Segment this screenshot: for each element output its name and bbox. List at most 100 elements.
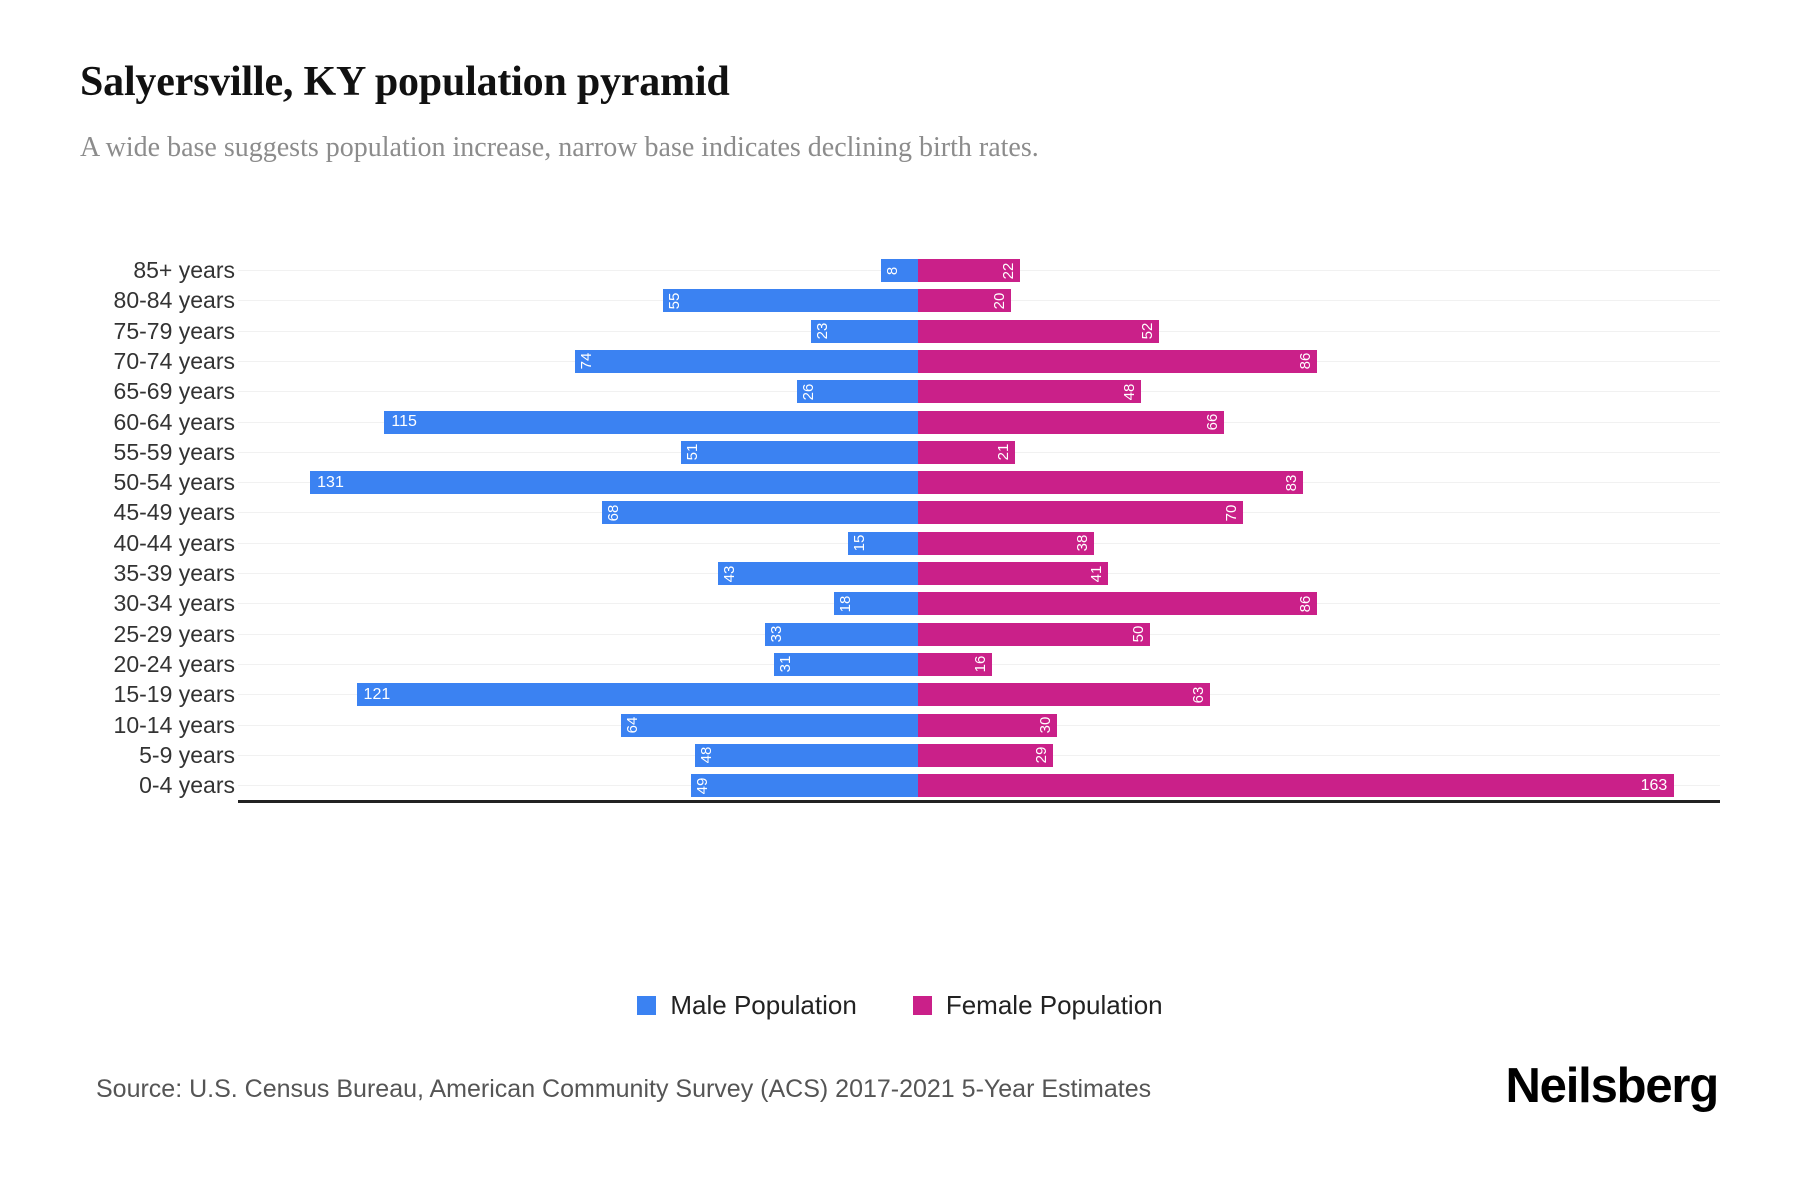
bar-male[interactable]: 74 xyxy=(574,349,918,373)
bar-group: 55 20 xyxy=(0,285,1800,315)
table-row: 5-9 years 48 29 xyxy=(0,740,1800,770)
bar-male[interactable]: 55 xyxy=(662,289,918,313)
bar-female[interactable]: 29 xyxy=(918,743,1053,767)
legend-item-female[interactable]: Female Population xyxy=(912,990,1163,1021)
table-row: 10-14 years 64 30 xyxy=(0,710,1800,740)
bar-male[interactable]: 33 xyxy=(764,622,918,646)
page-subtitle: A wide base suggests population increase… xyxy=(80,132,1039,163)
bar-female[interactable]: 41 xyxy=(918,562,1109,585)
y-axis-tick-label: 0-4 years xyxy=(139,772,235,799)
table-row: 40-44 years 15 38 xyxy=(0,528,1800,558)
table-row: 80-84 years 55 20 xyxy=(0,285,1800,315)
bar-value-label: 115 xyxy=(391,413,417,430)
table-row: 70-74 years 74 86 xyxy=(0,346,1800,376)
bar-value-label: 131 xyxy=(317,473,344,491)
bar-group: 51 21 xyxy=(0,437,1800,467)
bar-group: 121 63 xyxy=(0,679,1800,709)
bar-value-label: 50 xyxy=(1130,625,1147,643)
bar-value-label: 52 xyxy=(1139,322,1157,340)
bar-value-label: 22 xyxy=(1000,262,1018,279)
bar-female[interactable]: 48 xyxy=(918,380,1141,404)
bar-value-label: 18 xyxy=(837,595,855,613)
bar-female[interactable]: 83 xyxy=(918,471,1304,495)
bar-value-label: 163 xyxy=(1640,776,1668,794)
bar-value-label: 21 xyxy=(995,443,1013,461)
table-row: 45-49 years 68 70 xyxy=(0,497,1800,527)
table-row: 65-69 years 26 48 xyxy=(0,376,1800,406)
bar-female[interactable]: 86 xyxy=(918,592,1318,616)
table-row: 25-29 years 33 50 xyxy=(0,619,1800,649)
bar-female[interactable]: 50 xyxy=(918,622,1150,646)
y-axis-tick-label: 70-74 years xyxy=(113,347,235,374)
bar-male[interactable]: 26 xyxy=(797,380,918,404)
table-row: 85+ years 8 22 xyxy=(0,255,1800,285)
bar-female[interactable]: 38 xyxy=(918,531,1095,555)
y-axis-tick-label: 85+ years xyxy=(133,257,235,283)
table-row: 15-19 years 121 63 xyxy=(0,679,1800,709)
bar-female[interactable]: 22 xyxy=(918,259,1021,282)
y-axis-tick-label: 75-79 years xyxy=(113,317,235,344)
bar-group: 49 163 xyxy=(0,770,1800,800)
source-note: Source: U.S. Census Bureau, American Com… xyxy=(96,1075,1152,1103)
bar-male[interactable]: 64 xyxy=(621,713,918,737)
bar-male[interactable]: 43 xyxy=(718,562,918,585)
bar-value-label: 86 xyxy=(1297,595,1315,613)
bar-male[interactable]: 131 xyxy=(310,471,918,495)
bar-female[interactable]: 30 xyxy=(918,713,1058,737)
legend-item-male[interactable]: Male Population xyxy=(637,990,857,1021)
bar-male[interactable]: 15 xyxy=(848,531,918,555)
bar-male[interactable]: 68 xyxy=(602,501,918,525)
table-row: 75-79 years 23 52 xyxy=(0,316,1800,346)
bar-value-label: 26 xyxy=(800,383,818,401)
bar-rows: 85+ years 8 22 80-84 years 55 20 75-79 years 23… xyxy=(0,255,1800,800)
bar-group: 26 48 xyxy=(0,376,1800,406)
bar-female[interactable]: 70 xyxy=(918,501,1243,525)
y-axis-tick-label: 55-59 years xyxy=(113,438,235,465)
bar-female[interactable]: 66 xyxy=(918,410,1225,434)
bar-male[interactable]: 31 xyxy=(774,652,918,676)
table-row: 0-4 years 49 163 xyxy=(0,770,1800,800)
bar-group: 8 22 xyxy=(0,255,1800,285)
page-title: Salyersville, KY population pyramid xyxy=(80,59,730,105)
bar-male[interactable]: 115 xyxy=(384,410,918,434)
legend-swatch-female-icon xyxy=(912,996,932,1015)
chart-legend: Male Population Female Population xyxy=(0,990,1800,1021)
legend-label-female: Female Population xyxy=(945,990,1163,1020)
bar-value-label: 83 xyxy=(1283,474,1301,491)
bar-value-label: 8 xyxy=(883,266,901,275)
y-axis-tick-label: 60-64 years xyxy=(113,408,235,435)
bar-female[interactable]: 20 xyxy=(918,289,1011,313)
y-axis-tick-label: 15-19 years xyxy=(113,681,235,708)
bar-male[interactable]: 8 xyxy=(880,259,918,282)
bar-female[interactable]: 63 xyxy=(918,683,1211,707)
table-row: 60-64 years 115 66 xyxy=(0,407,1800,437)
bar-value-label: 74 xyxy=(577,353,595,370)
bar-female[interactable]: 16 xyxy=(918,652,993,676)
bar-female[interactable]: 86 xyxy=(918,349,1318,373)
bar-group: 115 66 xyxy=(0,407,1800,437)
bar-male[interactable]: 18 xyxy=(834,592,918,616)
bar-value-label: 29 xyxy=(1032,746,1050,764)
bar-male[interactable]: 51 xyxy=(681,440,918,464)
bar-group: 23 52 xyxy=(0,316,1800,346)
table-row: 20-24 years 31 16 xyxy=(0,649,1800,679)
y-axis-tick-label: 20-24 years xyxy=(113,650,235,677)
bar-value-label: 51 xyxy=(684,443,702,461)
bar-value-label: 43 xyxy=(721,565,739,582)
y-axis-tick-label: 30-34 years xyxy=(113,590,235,617)
bar-value-label: 64 xyxy=(624,716,642,734)
brand-logo: Neilsberg xyxy=(1505,1059,1720,1113)
bar-group: 43 41 xyxy=(0,558,1800,588)
bar-male[interactable]: 48 xyxy=(695,743,918,767)
table-row: 50-54 years 131 83 xyxy=(0,467,1800,497)
bar-male[interactable]: 49 xyxy=(690,774,918,798)
bar-female[interactable]: 21 xyxy=(918,440,1016,464)
bar-female[interactable]: 52 xyxy=(918,319,1160,343)
bar-male[interactable]: 23 xyxy=(811,319,918,343)
bar-male[interactable]: 121 xyxy=(356,683,918,707)
bar-female[interactable]: 163 xyxy=(918,774,1675,798)
bar-value-label: 121 xyxy=(363,685,391,703)
y-axis-tick-label: 40-44 years xyxy=(113,529,235,556)
bar-value-label: 55 xyxy=(665,292,683,310)
y-axis-tick-label: 65-69 years xyxy=(113,378,235,405)
